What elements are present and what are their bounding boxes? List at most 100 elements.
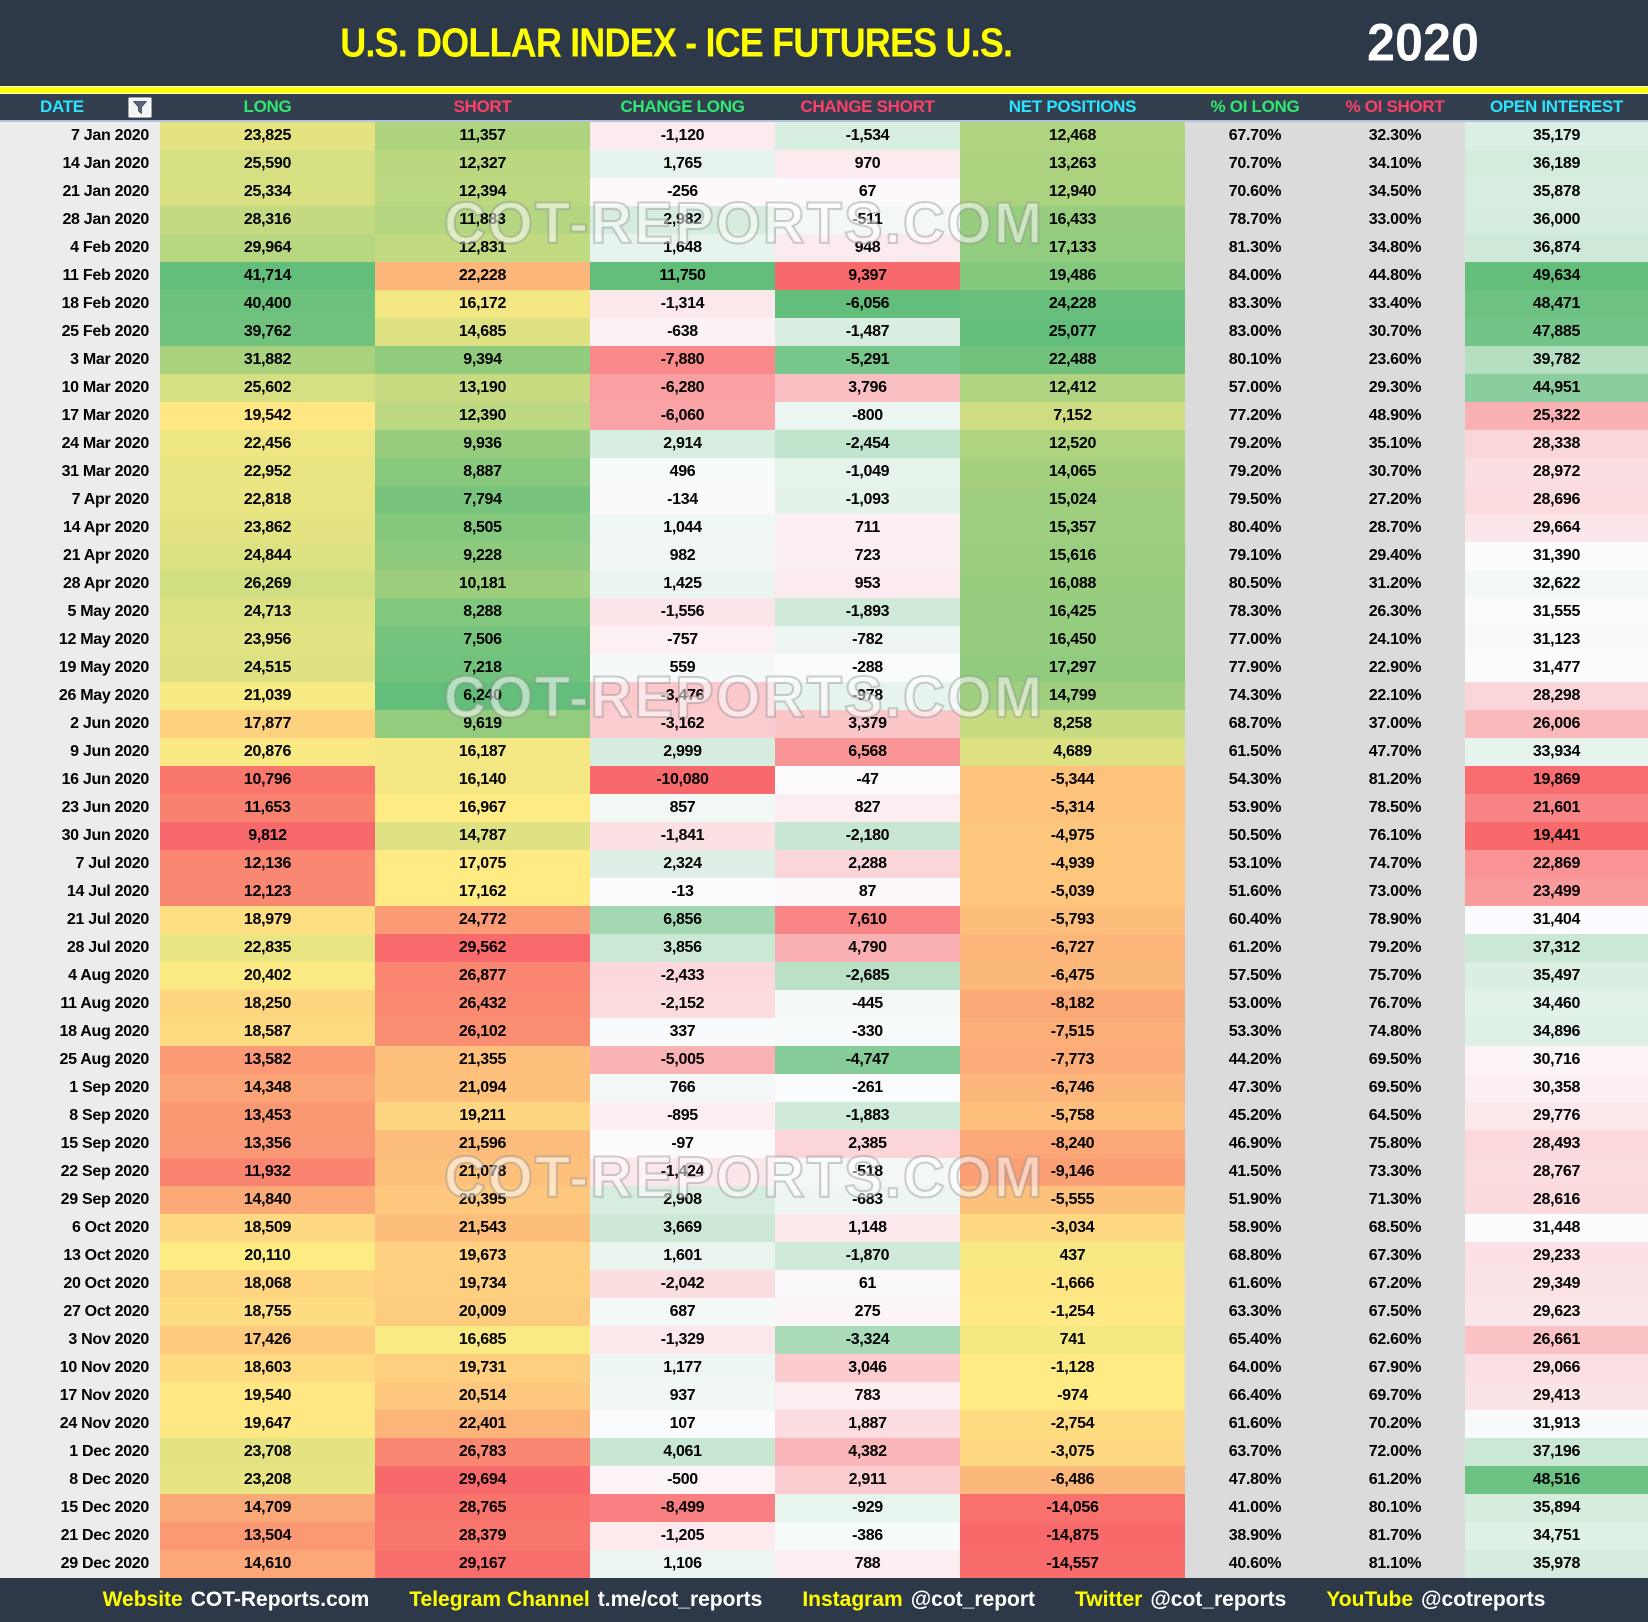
page-title: U.S. DOLLAR INDEX - ICE FUTURES U.S. [340,19,1013,66]
pct-oi-long-cell: 78.30% [1185,598,1325,626]
open-interest-cell: 28,338 [1465,430,1648,458]
filter-button[interactable] [128,96,152,118]
short-cell: 12,390 [375,402,590,430]
date-cell: 28 Jan 2020 [0,206,160,234]
short-cell: 6,240 [375,682,590,710]
pct-oi-short-cell: 75.80% [1325,1130,1465,1158]
pct-oi-short-cell: 22.10% [1325,682,1465,710]
column-header-label: CHANGE SHORT [800,97,935,116]
date-cell: 28 Jul 2020 [0,934,160,962]
long-cell: 13,504 [160,1522,375,1550]
footer-link[interactable]: @cot_report [910,1588,1036,1611]
pct-oi-short-cell: 76.70% [1325,990,1465,1018]
short-cell: 16,967 [375,794,590,822]
change-short-cell: 723 [775,542,960,570]
net-positions-cell: 16,450 [960,626,1185,654]
short-cell: 11,883 [375,206,590,234]
long-cell: 20,110 [160,1242,375,1270]
long-cell: 41,714 [160,262,375,290]
change-long-cell: -3,162 [590,710,775,738]
footer-link[interactable]: @cotreports [1421,1588,1546,1611]
long-cell: 28,316 [160,206,375,234]
short-cell: 22,401 [375,1410,590,1438]
pct-oi-short-cell: 67.90% [1325,1354,1465,1382]
change-long-cell: -2,433 [590,962,775,990]
table-row: 16 Jun 2020 10,796 16,140 -10,080 -47 -5,344 5… [0,766,1648,794]
table-row: 5 May 2020 24,713 8,288 -1,556 -1,893 16,425 7… [0,598,1648,626]
table-row: 28 Jul 2020 22,835 29,562 3,856 4,790 -6,727 6… [0,934,1648,962]
long-cell: 22,835 [160,934,375,962]
footer-link[interactable]: @cot_reports [1150,1588,1287,1611]
footer-link[interactable]: t.me/cot_reports [597,1588,763,1611]
open-interest-cell: 34,460 [1465,990,1648,1018]
long-cell: 17,877 [160,710,375,738]
open-interest-cell: 49,634 [1465,262,1648,290]
open-interest-cell: 31,404 [1465,906,1648,934]
pct-oi-short-cell: 78.90% [1325,906,1465,934]
long-cell: 23,708 [160,1438,375,1466]
short-cell: 24,772 [375,906,590,934]
footer-link[interactable]: COT-Reports.com [190,1588,370,1611]
table-row: 6 Oct 2020 18,509 21,543 3,669 1,148 -3,034 58… [0,1214,1648,1242]
date-cell: 28 Apr 2020 [0,570,160,598]
pct-oi-long-cell: 77.90% [1185,654,1325,682]
long-cell: 31,882 [160,346,375,374]
change-long-cell: 496 [590,458,775,486]
open-interest-cell: 35,978 [1465,1550,1648,1578]
change-short-cell: 2,288 [775,850,960,878]
short-cell: 26,432 [375,990,590,1018]
table-row: 29 Dec 2020 14,610 29,167 1,106 788 -14,557 40… [0,1550,1648,1578]
pct-oi-short-cell: 79.20% [1325,934,1465,962]
short-cell: 29,167 [375,1550,590,1578]
pct-oi-long-cell: 61.20% [1185,934,1325,962]
pct-oi-short-cell: 69.70% [1325,1382,1465,1410]
table-body: 7 Jan 2020 23,825 11,357 -1,120 -1,534 12,468… [0,122,1648,1578]
table-row: 25 Feb 2020 39,762 14,685 -638 -1,487 25,077 8… [0,318,1648,346]
net-positions-cell: -1,666 [960,1270,1185,1298]
date-cell: 18 Aug 2020 [0,1018,160,1046]
change-long-cell: -1,205 [590,1522,775,1550]
change-short-cell: 9,397 [775,262,960,290]
short-cell: 13,190 [375,374,590,402]
pct-oi-long-cell: 53.10% [1185,850,1325,878]
table-row: 7 Jan 2020 23,825 11,357 -1,120 -1,534 12,468… [0,122,1648,150]
net-positions-cell: 17,297 [960,654,1185,682]
date-cell: 25 Aug 2020 [0,1046,160,1074]
net-positions-cell: 14,799 [960,682,1185,710]
pct-oi-long-cell: 84.00% [1185,262,1325,290]
open-interest-cell: 29,066 [1465,1354,1648,1382]
short-cell: 16,140 [375,766,590,794]
date-cell: 31 Mar 2020 [0,458,160,486]
long-cell: 9,812 [160,822,375,850]
open-interest-cell: 28,616 [1465,1186,1648,1214]
pct-oi-short-cell: 69.50% [1325,1046,1465,1074]
change-short-cell: -47 [775,766,960,794]
change-short-cell: -386 [775,1522,960,1550]
short-cell: 19,673 [375,1242,590,1270]
date-cell: 8 Sep 2020 [0,1102,160,1130]
short-cell: 8,288 [375,598,590,626]
table-row: 1 Dec 2020 23,708 26,783 4,061 4,382 -3,075 63… [0,1438,1648,1466]
date-cell: 6 Oct 2020 [0,1214,160,1242]
date-cell: 21 Jul 2020 [0,906,160,934]
net-positions-cell: -6,746 [960,1074,1185,1102]
footer-item-telegram-channel: Telegram Channel t.me/cot_reports [409,1588,762,1612]
pct-oi-long-cell: 54.30% [1185,766,1325,794]
net-positions-cell: 13,263 [960,150,1185,178]
change-short-cell: -330 [775,1018,960,1046]
change-long-cell: 3,856 [590,934,775,962]
change-long-cell: -2,042 [590,1270,775,1298]
open-interest-cell: 47,885 [1465,318,1648,346]
open-interest-cell: 31,477 [1465,654,1648,682]
footer-label: Website [102,1588,183,1611]
change-long-cell: -10,080 [590,766,775,794]
date-cell: 21 Jan 2020 [0,178,160,206]
net-positions-cell: -7,773 [960,1046,1185,1074]
long-cell: 17,426 [160,1326,375,1354]
open-interest-cell: 44,951 [1465,374,1648,402]
pct-oi-short-cell: 74.70% [1325,850,1465,878]
long-cell: 18,755 [160,1298,375,1326]
change-long-cell: -3,476 [590,682,775,710]
table-row: 3 Nov 2020 17,426 16,685 -1,329 -3,324 741 65.… [0,1326,1648,1354]
short-cell: 8,887 [375,458,590,486]
